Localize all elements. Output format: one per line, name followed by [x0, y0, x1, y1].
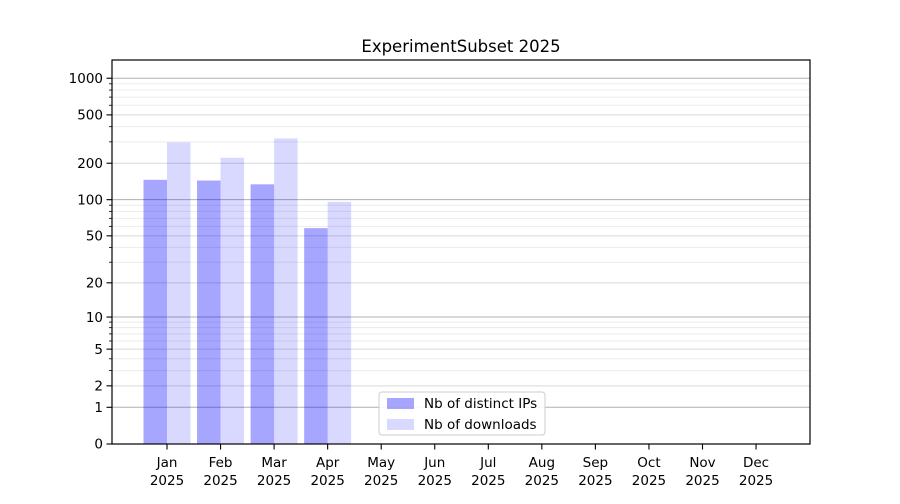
bar-nb-of-distinct-ips-apr: [304, 228, 328, 444]
x-tick-label-year-oct: 2025: [632, 473, 666, 489]
bar-nb-of-downloads-jan: [167, 142, 191, 444]
x-tick-label-month-jan: Jan: [156, 455, 178, 471]
x-tick-label-month-apr: Apr: [316, 455, 340, 471]
x-axis: Jan 2025 Feb 2025 Mar 2025 Apr 2025 May 2025 Jun 20…: [150, 444, 773, 489]
x-tick-label-year-jan: 2025: [150, 473, 184, 489]
x-tick-label-year-jul: 2025: [471, 473, 505, 489]
x-tick-label-year-dec: 2025: [739, 473, 773, 489]
x-tick-label-month-dec: Dec: [743, 455, 769, 471]
x-tick-label-month-mar: Mar: [261, 455, 287, 471]
x-tick-label-month-may: May: [367, 455, 395, 471]
bar-nb-of-downloads-mar: [274, 138, 298, 444]
y-tick-label-200: 200: [77, 156, 103, 172]
y-tick-label-50: 50: [86, 229, 103, 245]
x-tick-label-year-jun: 2025: [418, 473, 452, 489]
y-tick-label-10: 10: [86, 310, 103, 326]
x-tick-label-month-jun: Jun: [423, 455, 445, 471]
y-tick-label-20: 20: [86, 276, 103, 292]
x-tick-label-month-feb: Feb: [209, 455, 233, 471]
gridlines: [112, 77, 810, 408]
plot-border: [111, 59, 811, 445]
bar-nb-of-downloads-apr: [327, 201, 352, 444]
x-tick-label-year-may: 2025: [364, 473, 398, 489]
y-tick-label-100: 100: [77, 192, 103, 208]
x-tick-label-month-oct: Oct: [637, 455, 660, 471]
x-tick-label-year-sep: 2025: [578, 473, 612, 489]
x-tick-label-year-aug: 2025: [525, 473, 559, 489]
chart-title: ExperimentSubset 2025: [361, 37, 560, 56]
x-tick-label-year-nov: 2025: [685, 473, 719, 489]
x-tick-label-month-jul: Jul: [479, 455, 496, 471]
legend: Nb of distinct IPs Nb of downloads: [378, 391, 546, 436]
bars: [143, 138, 352, 444]
bar-nb-of-distinct-ips-jan: [143, 179, 167, 444]
y-tick-label-0: 0: [94, 437, 103, 453]
x-tick-label-month-aug: Aug: [529, 455, 555, 471]
y-axis: 0 1 2 5 10 20 50 100 200 500 1000: [69, 71, 112, 453]
x-tick-label-month-sep: Sep: [583, 455, 608, 471]
bar-nb-of-downloads-feb: [220, 157, 245, 444]
legend-box: [378, 391, 546, 436]
x-tick-label-year-apr: 2025: [310, 473, 344, 489]
y-tick-label-5: 5: [94, 342, 103, 358]
legend-label-distinct-ips: Nb of distinct IPs: [424, 396, 537, 412]
legend-label-downloads: Nb of downloads: [424, 417, 537, 433]
x-tick-label-month-nov: Nov: [689, 455, 715, 471]
bar-nb-of-distinct-ips-mar: [250, 184, 275, 444]
x-tick-label-year-feb: 2025: [203, 473, 237, 489]
legend-swatch-downloads: [387, 419, 414, 430]
y-tick-label-2: 2: [94, 379, 103, 395]
x-tick-label-year-mar: 2025: [257, 473, 291, 489]
bar-nb-of-distinct-ips-feb: [197, 180, 221, 444]
y-tick-label-1: 1: [94, 400, 103, 416]
y-tick-label-500: 500: [77, 108, 103, 124]
y-tick-label-1000: 1000: [69, 71, 103, 87]
legend-swatch-distinct-ips: [387, 398, 414, 409]
